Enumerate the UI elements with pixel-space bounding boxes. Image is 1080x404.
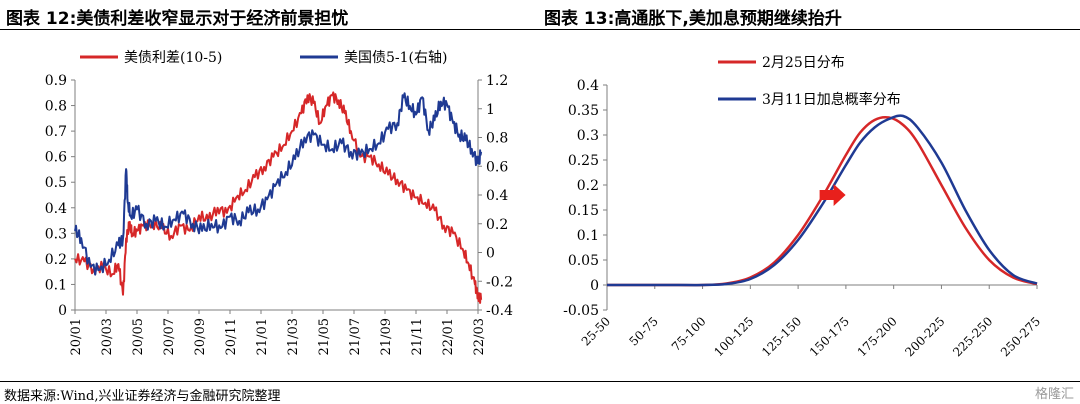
left-legend-label: 美国债5-1(右轴)	[344, 50, 447, 66]
chart-13-title: 图表 13:高通胀下,美加息预期继续抬升	[544, 9, 842, 29]
left-axes: 0 0.1 0.2 0.3 0.4 0.5 0.6 0.7 0.8 0.9 -0.4 -0.2 0 0.2…	[45, 73, 513, 355]
right-legend: 2月25日分布 3月11日加息概率分布	[718, 55, 901, 108]
left-y2-tick-label: 1.2	[486, 73, 508, 89]
right-y-tick-label: 0.4	[577, 78, 599, 94]
left-y-tick-label: 0.3	[45, 226, 67, 242]
left-x-tick-label: 21/03	[286, 318, 301, 355]
right-x-tick-label: 175-200	[855, 314, 900, 359]
left-y-tick-label: 0	[58, 303, 67, 319]
rate-hike-chart: -0.05 0 0.05 0.1 0.15 0.2 0.25 0.3 0.35 0.4 25-50 5…	[563, 55, 1043, 359]
shift-arrow-icon	[819, 184, 846, 206]
right-x-tick-label: 125-150	[759, 314, 804, 359]
right-x-tick-label: 25-50	[579, 314, 613, 348]
right-series-line	[607, 114, 1038, 287]
left-series-line	[74, 92, 483, 276]
left-y2-tick-label: -0.4	[486, 303, 513, 319]
right-x-tick-label: 100-125	[711, 314, 756, 359]
right-y-tick-label: -0.05	[563, 303, 599, 319]
left-x-tick-label: 20/09	[193, 318, 208, 355]
left-x-tick-label: 21/01	[255, 318, 270, 355]
left-y-tick-label: 0.1	[45, 277, 67, 293]
left-x-tick-label: 21/05	[317, 318, 332, 355]
right-x-tick-label: 200-225	[902, 314, 947, 359]
right-y-tick-label: 0.1	[577, 228, 599, 244]
right-x-tick-label: 250-275	[998, 314, 1043, 359]
left-x-tick-label: 20/05	[131, 318, 146, 355]
right-x-tick-label: 150-175	[807, 314, 852, 359]
watermark-logo: 格隆汇	[1034, 387, 1074, 402]
left-y2-tick-label: 0	[486, 246, 495, 262]
right-y-tick-label: 0.35	[568, 103, 599, 119]
left-x-tick-label: 21/09	[379, 318, 394, 355]
left-x-tick-label: 20/01	[69, 318, 84, 355]
left-x-tick-label: 22/03	[472, 318, 487, 355]
top-rule	[0, 29, 1080, 30]
left-x-tick-label: 21/11	[410, 318, 425, 355]
right-x-tick-label: 225-250	[950, 314, 995, 359]
left-y-tick-label: 0.4	[45, 201, 67, 217]
left-y-tick-label: 0.7	[45, 124, 67, 140]
left-y2-tick-label: 0.4	[486, 188, 508, 204]
right-x-tick-label: 50-75	[627, 314, 661, 348]
left-series	[74, 91, 483, 304]
left-y2-tick-label: 0.6	[486, 159, 508, 175]
left-series-line	[74, 91, 483, 304]
left-legend-label: 美债利差(10-5)	[124, 50, 222, 66]
bottom-rule	[0, 381, 1080, 382]
right-legend-label: 3月11日加息概率分布	[762, 91, 901, 108]
left-y2-tick-label: 1	[486, 102, 495, 118]
spread-chart: 0 0.1 0.2 0.3 0.4 0.5 0.6 0.7 0.8 0.9 -0.4 -0.2 0 0.2…	[45, 50, 513, 355]
left-x-tick-label: 20/03	[100, 318, 115, 355]
right-y-tick-label: 0.3	[577, 128, 599, 144]
right-y-tick-label: 0.05	[568, 253, 599, 269]
source-note: 数据来源:Wind,兴业证券经济与金融研究院整理	[4, 389, 281, 404]
left-x-tick-label: 21/07	[348, 318, 363, 355]
right-series	[607, 114, 1038, 287]
left-y2-tick-label: -0.2	[486, 274, 513, 290]
left-x-tick-label: 20/07	[162, 318, 177, 355]
right-x-tick-label: 75-100	[669, 314, 709, 354]
right-legend-label: 2月25日分布	[762, 55, 845, 71]
left-x-tick-label: 22/01	[441, 318, 456, 355]
left-y-tick-label: 0.2	[45, 252, 67, 268]
right-y-tick-label: 0.2	[577, 178, 599, 194]
left-y-tick-label: 0.6	[45, 150, 67, 166]
left-y-tick-label: 0.5	[45, 175, 67, 191]
right-y-tick-label: 0.25	[568, 153, 599, 169]
right-y-tick-label: 0.15	[568, 203, 599, 219]
left-y2-tick-label: 0.2	[486, 217, 508, 233]
left-y-tick-label: 0.9	[45, 73, 67, 89]
left-y2-tick-label: 0.8	[486, 131, 508, 147]
right-series-line	[607, 115, 1038, 287]
left-x-tick-label: 20/11	[224, 318, 239, 355]
left-y-tick-label: 0.8	[45, 99, 67, 115]
right-y-tick-label: 0	[590, 278, 599, 294]
left-legend: 美债利差(10-5) 美国债5-1(右轴)	[80, 50, 447, 66]
chart-12-title: 图表 12:美债利差收窄显示对于经济前景担忧	[6, 9, 349, 29]
